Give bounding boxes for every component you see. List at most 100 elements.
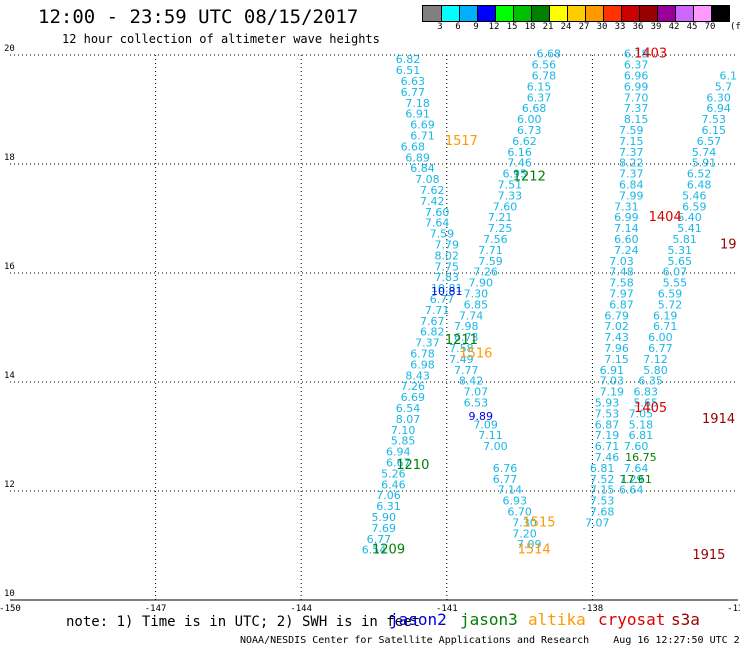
x-tick-label: -141 xyxy=(436,604,458,614)
swh-value: 6.30 xyxy=(706,91,731,104)
swh-value: 7.09 xyxy=(473,418,498,431)
swh-value: 6.57 xyxy=(697,135,722,148)
swh-value: 6.68 xyxy=(522,102,547,115)
pass-time-label: 1517 xyxy=(445,134,478,149)
swh-value: 6.91 xyxy=(600,364,625,377)
swh-value: 7.25 xyxy=(488,222,513,235)
swh-value: 6.37 xyxy=(624,59,649,72)
swh-value: 6.99 xyxy=(624,80,649,93)
swh-value: 8.02 xyxy=(435,249,460,262)
swh-value: 7.60 xyxy=(493,200,518,213)
swh-value: 7.07 xyxy=(464,386,489,399)
swh-value: 7.11 xyxy=(478,429,503,442)
legend-label: 30 xyxy=(596,22,608,32)
y-tick-label: 14 xyxy=(4,371,15,381)
swh-value: 6.71 xyxy=(410,129,435,142)
swh-value: 6.84 xyxy=(410,162,435,175)
swh-value: 5.55 xyxy=(663,277,688,290)
swh-value: 7.46 xyxy=(507,157,532,170)
swh-value: 7.52 xyxy=(590,473,615,486)
swh-value: 5.65 xyxy=(668,255,693,268)
swh-value: 6.77 xyxy=(648,342,673,355)
swh-value: 7.96 xyxy=(604,342,629,355)
swh-value: 5.80 xyxy=(643,364,668,377)
chart-subtitle: 12 hour collection of altimeter wave hei… xyxy=(62,32,380,46)
swh-value: 6.84 xyxy=(619,179,644,192)
swh-value: 7.15 xyxy=(619,135,644,148)
swh-value: 6.54 xyxy=(362,544,387,557)
x-tick-label: -138 xyxy=(582,604,604,614)
swh-value: 7.59 xyxy=(619,124,644,137)
swh-value: 6.77 xyxy=(401,86,426,99)
swh-value: 6.16 xyxy=(507,146,532,159)
swh-value: 6.82 xyxy=(396,53,421,66)
swh-value: 6.99 xyxy=(614,211,639,224)
swh-value: 7.20 xyxy=(512,527,537,540)
pass-time-label: 1404 xyxy=(649,210,682,225)
swh-value: 6.07 xyxy=(663,266,688,279)
y-tick-label: 10 xyxy=(4,589,15,599)
x-tick-label: -150 xyxy=(0,604,21,614)
swh-value: 7.15 xyxy=(590,484,615,497)
swh-value: 7.24 xyxy=(614,244,639,257)
swh-value: 6.67 xyxy=(386,456,411,469)
pass-time-label: 1915 xyxy=(692,548,725,563)
swh-value: 10.81 xyxy=(431,285,463,298)
swh-value: 7.68 xyxy=(590,506,615,519)
legend-swatch xyxy=(621,6,639,21)
swh-value: 6.00 xyxy=(517,113,542,126)
swh-value: 5.41 xyxy=(677,222,702,235)
swh-value: 7.14 xyxy=(498,484,523,497)
swh-value: 5.91 xyxy=(692,157,717,170)
satellite-jason2: jason2 xyxy=(389,610,447,629)
swh-value: 6.53 xyxy=(464,397,489,410)
swh-value: 7.97 xyxy=(609,288,634,301)
swh-value: 6.64 xyxy=(619,484,644,497)
satellite-s3a: s3a xyxy=(671,610,700,629)
swh-value: 6.00 xyxy=(648,331,673,344)
swh-value: 7.51 xyxy=(498,179,523,192)
swh-value: 7.75 xyxy=(435,260,460,273)
swh-value: 7.79 xyxy=(435,238,460,251)
swh-value: 7.30 xyxy=(512,516,537,529)
swh-value: 7.37 xyxy=(619,146,644,159)
x-tick-label: -135 xyxy=(727,604,740,614)
legend-label: 9 xyxy=(473,22,479,32)
swh-value: 7.74 xyxy=(459,309,484,322)
swh-value: 6.71 xyxy=(653,320,678,333)
swh-value: 7.49 xyxy=(449,353,474,366)
legend-swatch xyxy=(639,6,657,21)
swh-value: 7.10 xyxy=(391,424,416,437)
swh-value: 6.73 xyxy=(517,124,542,137)
legend-label: 27 xyxy=(578,22,590,32)
swh-value: 6.83 xyxy=(634,386,659,399)
legend-label: 36 xyxy=(632,22,644,32)
swh-value: 7.58 xyxy=(609,277,634,290)
pass-time-label: 1514 xyxy=(518,543,551,558)
swh-value: 7.26 xyxy=(401,380,426,393)
legend-label: 33 xyxy=(614,22,626,32)
legend-swatch xyxy=(423,6,441,21)
swh-value: 5.31 xyxy=(668,244,693,257)
swh-value: 6.56 xyxy=(532,59,557,72)
satellite-altika: altika xyxy=(528,610,586,629)
swh-value: 7.60 xyxy=(425,206,450,219)
y-tick-label: 20 xyxy=(4,44,15,54)
legend-label: 15 xyxy=(506,22,518,32)
swh-value: 6.98 xyxy=(410,358,435,371)
swh-value: 5.26 xyxy=(381,467,406,480)
swh-value: 5.18 xyxy=(629,418,654,431)
chart-title: 12:00 - 23:59 UTC 08/15/2017 xyxy=(38,6,359,28)
swh-value: 7.59 xyxy=(430,228,455,241)
swh-value: 7.31 xyxy=(614,200,639,213)
swh-value: 6.62 xyxy=(512,135,537,148)
swh-value: 6.59 xyxy=(658,288,683,301)
swh-value: 5.81 xyxy=(672,233,697,246)
swh-value: 7.19 xyxy=(600,386,625,399)
swh-value: 5.90 xyxy=(371,511,396,524)
legend-swatch xyxy=(585,6,603,21)
swh-value: 7.70 xyxy=(624,91,649,104)
swh-value: 7.43 xyxy=(604,331,629,344)
swh-value: 6.78 xyxy=(532,70,557,83)
